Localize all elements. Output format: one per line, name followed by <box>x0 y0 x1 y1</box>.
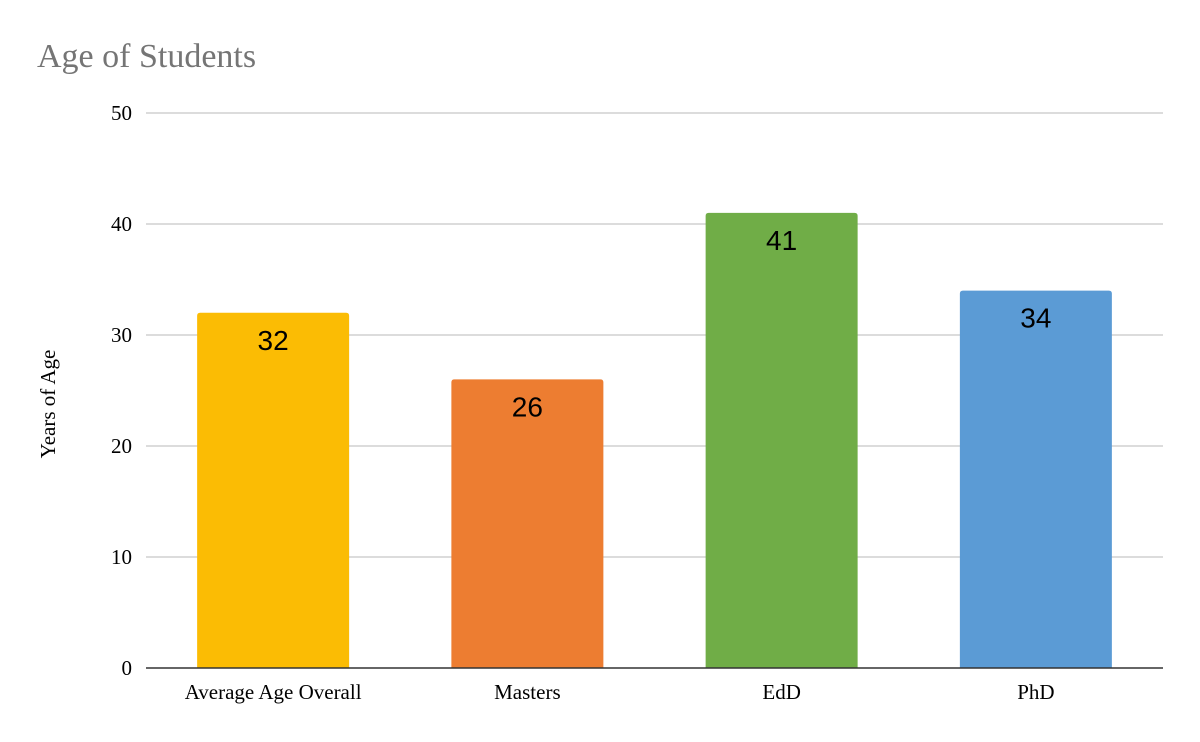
data-labels: 32 26 41 34 <box>258 225 1052 423</box>
bars <box>197 212 1112 668</box>
y-axis-ticks: 0 10 20 30 40 50 <box>111 101 132 680</box>
bar <box>451 379 604 668</box>
y-tick-label: 0 <box>122 656 133 680</box>
bar <box>959 290 1112 668</box>
y-axis-title: Years of Age <box>36 350 60 459</box>
bar-value-label: 26 <box>512 391 543 422</box>
x-tick-label: EdD <box>762 680 801 704</box>
y-tick-label: 30 <box>111 323 132 347</box>
bar-value-label: 32 <box>258 325 289 356</box>
x-tick-label: Masters <box>494 680 561 704</box>
bar <box>705 212 858 668</box>
y-tick-label: 10 <box>111 545 132 569</box>
bar-value-label: 34 <box>1020 303 1051 334</box>
y-tick-label: 20 <box>111 434 132 458</box>
x-tick-label: Average Age Overall <box>185 680 362 704</box>
chart-title: Age of Students <box>37 38 256 75</box>
y-tick-label: 50 <box>111 101 132 125</box>
x-axis-ticks: Average Age Overall Masters EdD PhD <box>185 680 1055 704</box>
x-tick-label: PhD <box>1017 680 1054 704</box>
y-tick-label: 40 <box>111 212 132 236</box>
bar <box>197 312 350 668</box>
bar-value-label: 41 <box>766 225 797 256</box>
